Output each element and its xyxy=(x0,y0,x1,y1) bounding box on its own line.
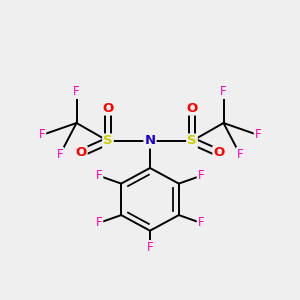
Text: O: O xyxy=(75,146,87,160)
Text: F: F xyxy=(96,169,102,182)
Text: F: F xyxy=(198,169,204,182)
Text: F: F xyxy=(147,241,153,254)
Text: F: F xyxy=(220,85,227,98)
Text: F: F xyxy=(255,128,261,142)
Text: N: N xyxy=(144,134,156,148)
Text: F: F xyxy=(73,85,80,98)
Text: O: O xyxy=(102,101,114,115)
Text: F: F xyxy=(198,216,204,230)
Text: S: S xyxy=(103,134,113,148)
Text: O: O xyxy=(186,101,198,115)
Text: S: S xyxy=(187,134,197,148)
Text: O: O xyxy=(213,146,225,160)
Text: F: F xyxy=(237,148,243,161)
Text: F: F xyxy=(96,216,102,230)
Text: F: F xyxy=(39,128,45,142)
Text: F: F xyxy=(57,148,63,161)
